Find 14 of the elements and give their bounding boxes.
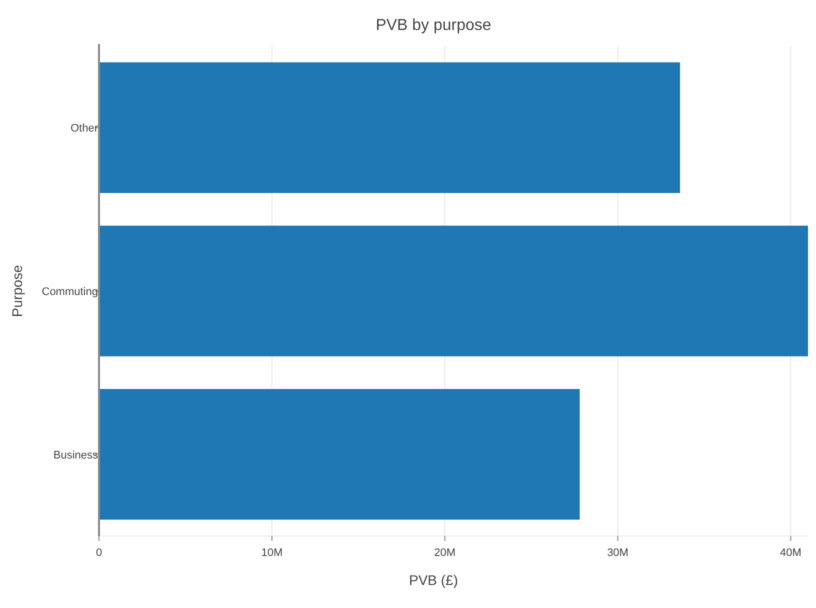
x-tick-label: 40M [780, 547, 802, 559]
bar [99, 389, 580, 520]
x-tick-label: 0 [96, 547, 102, 559]
x-tick-label: 20M [434, 547, 456, 559]
y-tick-label: Commuting [42, 286, 98, 298]
x-tick-label: 10M [261, 547, 283, 559]
y-tick-label: Business [53, 449, 98, 462]
x-axis-title: PVB (£) [408, 572, 458, 588]
y-tick-label: Other [70, 122, 98, 135]
bar [99, 226, 808, 356]
y-axis-title: Purpose [9, 264, 25, 318]
x-tick-label: 30M [607, 547, 628, 559]
chart-title: PVB by purpose [376, 17, 492, 34]
bar [99, 62, 680, 193]
